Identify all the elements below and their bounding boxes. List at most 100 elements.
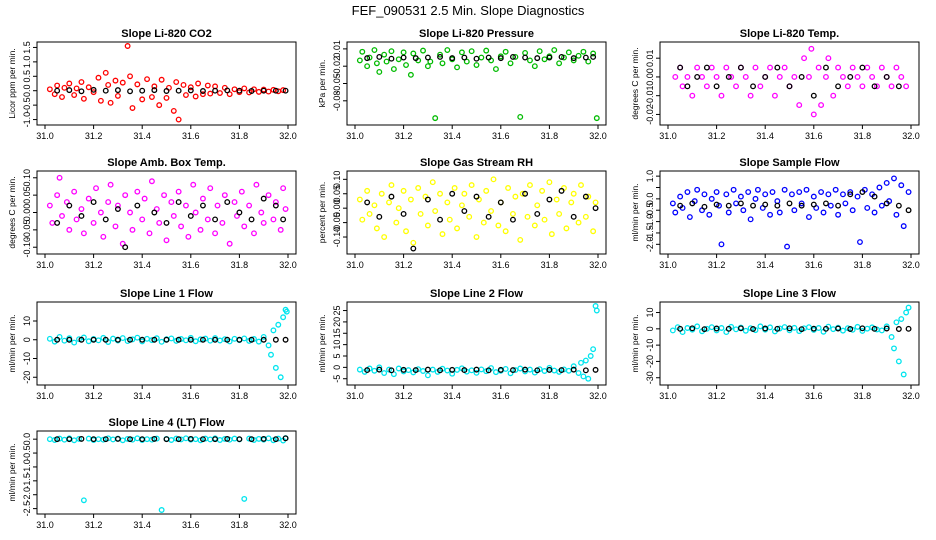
data-point — [483, 47, 490, 54]
data-point — [570, 213, 577, 220]
data-point — [127, 88, 133, 95]
data-point — [903, 83, 910, 90]
data-point — [551, 367, 558, 374]
data-point — [898, 73, 905, 80]
data-point — [750, 202, 756, 209]
data-point — [835, 325, 842, 332]
y-tick-label: 0.0 — [645, 193, 655, 206]
x-tick-label: 31.8 — [541, 131, 559, 141]
data-point — [373, 60, 380, 67]
y-tick-label: -1.0 — [645, 214, 655, 230]
data-point — [689, 92, 696, 99]
y-tick-label: -2.0 — [645, 237, 655, 253]
data-point — [708, 324, 715, 331]
x-tick-label: 31.6 — [492, 260, 510, 270]
data-point — [107, 99, 114, 106]
data-point — [444, 199, 451, 206]
data-point — [282, 87, 289, 94]
series-all — [46, 174, 289, 247]
data-point — [395, 56, 402, 63]
data-point — [76, 336, 82, 343]
y-axis-label: percent per min. — [317, 182, 327, 243]
x-tick-label: 31.2 — [708, 391, 726, 401]
data-point — [752, 64, 759, 71]
data-point — [90, 199, 97, 206]
data-point — [134, 435, 141, 442]
data-point — [725, 209, 732, 216]
data-point — [199, 195, 206, 202]
data-point — [199, 91, 206, 98]
data-point — [871, 193, 878, 200]
panel-6: Slope Sample Flow 31.0 31.2 31.4 31.6 31.8 32.… — [630, 157, 920, 270]
data-point — [80, 230, 87, 237]
data-point — [810, 111, 817, 118]
x-tick-label: 31.2 — [708, 131, 726, 141]
data-point — [141, 195, 148, 202]
data-point — [473, 369, 480, 376]
y-axis-label: ml/min per min. — [7, 314, 17, 372]
data-point — [864, 325, 871, 332]
data-point — [214, 202, 221, 209]
data-point — [808, 45, 815, 52]
x-tick-label: 31.8 — [854, 391, 872, 401]
data-point — [854, 73, 861, 80]
data-point — [788, 191, 795, 198]
data-point — [80, 497, 87, 504]
data-point — [905, 325, 912, 332]
data-point — [180, 81, 187, 88]
data-point — [410, 239, 417, 246]
x-tick-label: 31.4 — [443, 131, 461, 141]
panel-10: Slope Line 4 (LT) Flow 31.0 31.2 31.4 31.6 31… — [7, 417, 297, 530]
data-point — [684, 73, 691, 80]
data-point — [502, 366, 509, 372]
data-point — [282, 435, 289, 442]
data-point — [703, 64, 710, 71]
data-point — [54, 219, 61, 226]
y-tick-label: 0.01 — [645, 49, 655, 67]
data-point — [381, 370, 388, 376]
data-point — [708, 64, 715, 71]
data-point — [241, 85, 248, 92]
data-point — [212, 436, 219, 443]
data-point — [56, 174, 63, 181]
series-avg — [54, 195, 287, 251]
data-point — [429, 179, 436, 186]
data-point — [185, 233, 192, 240]
x-tick-label: 31.6 — [805, 260, 823, 270]
y-tick-label: -1.5 — [645, 225, 655, 241]
data-point — [217, 90, 223, 96]
data-point — [78, 88, 85, 95]
data-point — [859, 325, 866, 332]
data-point — [684, 189, 691, 195]
x-tick-label: 31.6 — [182, 391, 200, 401]
data-point — [260, 333, 267, 340]
data-point — [593, 307, 600, 314]
data-point — [888, 334, 895, 340]
data-point — [895, 326, 902, 332]
data-point — [90, 86, 97, 93]
data-point — [713, 325, 720, 332]
data-point — [558, 367, 565, 374]
data-point — [105, 81, 112, 88]
y-axis-label: degrees C per min. — [7, 176, 17, 248]
data-point — [786, 327, 793, 334]
y-axis-label: degrees C per min. — [630, 47, 640, 119]
data-point — [546, 196, 553, 203]
y-tick-label: 20 — [332, 317, 342, 327]
series-all — [669, 175, 912, 250]
data-point — [883, 180, 890, 186]
data-point — [371, 47, 378, 53]
data-point — [718, 241, 725, 248]
data-point — [451, 185, 458, 191]
data-point — [502, 228, 509, 235]
data-point — [151, 83, 158, 90]
data-point — [796, 189, 803, 195]
data-point — [105, 199, 112, 206]
data-point — [728, 73, 735, 80]
data-point — [825, 191, 832, 198]
data-point — [580, 48, 587, 55]
panel-title: Slope Li-820 Pressure — [419, 28, 534, 40]
data-point — [412, 367, 419, 374]
data-point — [454, 225, 461, 232]
